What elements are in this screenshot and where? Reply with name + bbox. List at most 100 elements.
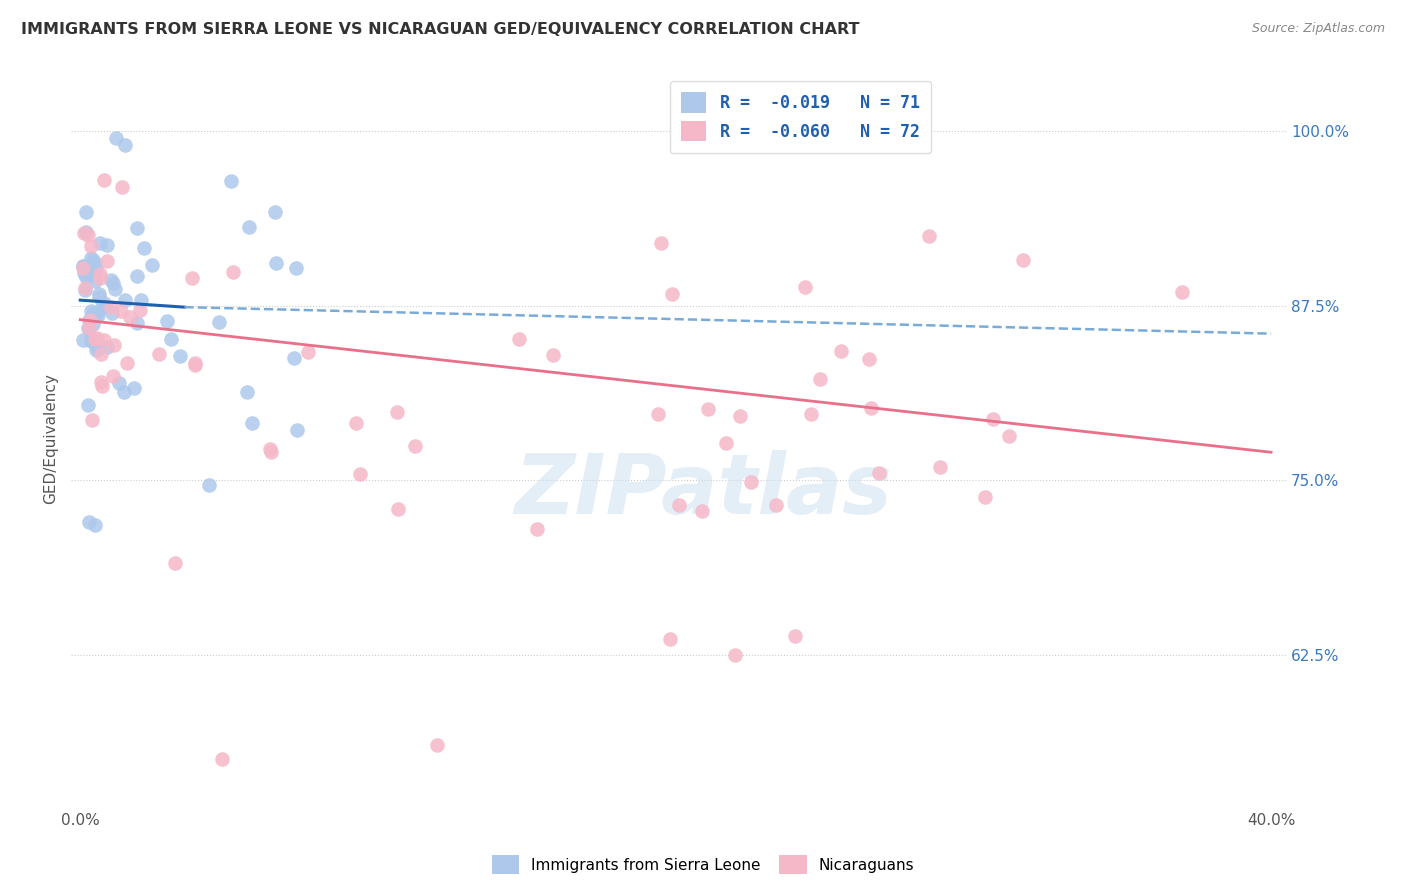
Point: [103, 277, 125, 291]
Point: [77, 398, 100, 412]
Point: [91, 301, 114, 315]
Point: [647, 408, 669, 422]
Point: [82, 253, 104, 268]
Point: [104, 131, 127, 145]
Point: [661, 286, 683, 301]
Point: [79, 239, 101, 253]
Point: [385, 405, 408, 419]
Point: [650, 235, 672, 250]
Point: [349, 467, 371, 482]
Point: [714, 436, 737, 450]
Point: [998, 429, 1021, 443]
Point: [181, 271, 204, 285]
Point: [219, 174, 242, 188]
Point: [541, 348, 564, 362]
Point: [344, 416, 367, 430]
Point: [284, 261, 307, 276]
Point: [77, 313, 100, 327]
Point: [90, 347, 112, 361]
Point: [96, 238, 118, 252]
Point: [80, 331, 103, 345]
Point: [76, 320, 98, 334]
Point: [86, 306, 108, 320]
Point: [690, 504, 713, 518]
Point: [156, 313, 179, 327]
Point: [222, 265, 245, 279]
Point: [79, 334, 101, 348]
Point: [75, 270, 97, 285]
Point: [426, 739, 449, 753]
Point: [80, 304, 103, 318]
Point: [89, 290, 111, 304]
Point: [77, 268, 100, 283]
Point: [101, 306, 124, 320]
Point: [981, 411, 1004, 425]
Point: [169, 349, 191, 363]
Point: [72, 266, 94, 280]
Point: [148, 347, 170, 361]
Point: [83, 274, 105, 288]
Point: [127, 316, 149, 330]
Point: [103, 338, 125, 352]
Point: [211, 752, 233, 766]
Point: [297, 345, 319, 359]
Point: [84, 517, 107, 532]
Point: [141, 259, 163, 273]
Point: [84, 261, 107, 276]
Point: [387, 502, 409, 516]
Point: [76, 225, 98, 239]
Point: [100, 301, 122, 315]
Point: [90, 379, 112, 393]
Point: [114, 138, 136, 153]
Point: [860, 401, 883, 416]
Point: [131, 293, 153, 307]
Point: [112, 384, 135, 399]
Point: [72, 333, 94, 347]
Point: [94, 299, 117, 313]
Text: Source: ZipAtlas.com: Source: ZipAtlas.com: [1251, 22, 1385, 36]
Legend: R =  -0.019   N = 71, R =  -0.060   N = 72: R = -0.019 N = 71, R = -0.060 N = 72: [669, 80, 931, 153]
Point: [82, 265, 104, 279]
Point: [87, 308, 110, 322]
Point: [238, 220, 260, 235]
Point: [783, 630, 806, 644]
Point: [89, 271, 111, 285]
Legend: Immigrants from Sierra Leone, Nicaraguans: Immigrants from Sierra Leone, Nicaraguan…: [485, 849, 921, 880]
Point: [104, 282, 127, 296]
Point: [127, 220, 149, 235]
Point: [508, 332, 530, 346]
Point: [240, 416, 263, 430]
Point: [198, 478, 221, 492]
Point: [100, 273, 122, 287]
Point: [659, 632, 682, 647]
Point: [86, 331, 108, 345]
Point: [84, 306, 107, 320]
Point: [266, 256, 288, 270]
Point: [87, 342, 110, 356]
Point: [73, 283, 96, 297]
Point: [89, 236, 111, 251]
Point: [283, 351, 305, 366]
Point: [83, 255, 105, 269]
Point: [404, 439, 426, 453]
Point: [285, 423, 308, 437]
Point: [259, 442, 281, 456]
Point: [80, 256, 103, 270]
Point: [260, 445, 283, 459]
Point: [858, 352, 880, 367]
Point: [236, 384, 259, 399]
Point: [830, 343, 852, 358]
Point: [264, 205, 287, 219]
Point: [740, 475, 762, 489]
Point: [115, 356, 138, 370]
Point: [72, 226, 94, 240]
Point: [132, 241, 155, 255]
Point: [125, 268, 148, 283]
Point: [101, 368, 124, 383]
Point: [79, 313, 101, 327]
Point: [77, 321, 100, 335]
Point: [165, 557, 187, 571]
Point: [730, 409, 752, 423]
Point: [72, 259, 94, 273]
Text: ZIPatlas: ZIPatlas: [515, 450, 891, 531]
